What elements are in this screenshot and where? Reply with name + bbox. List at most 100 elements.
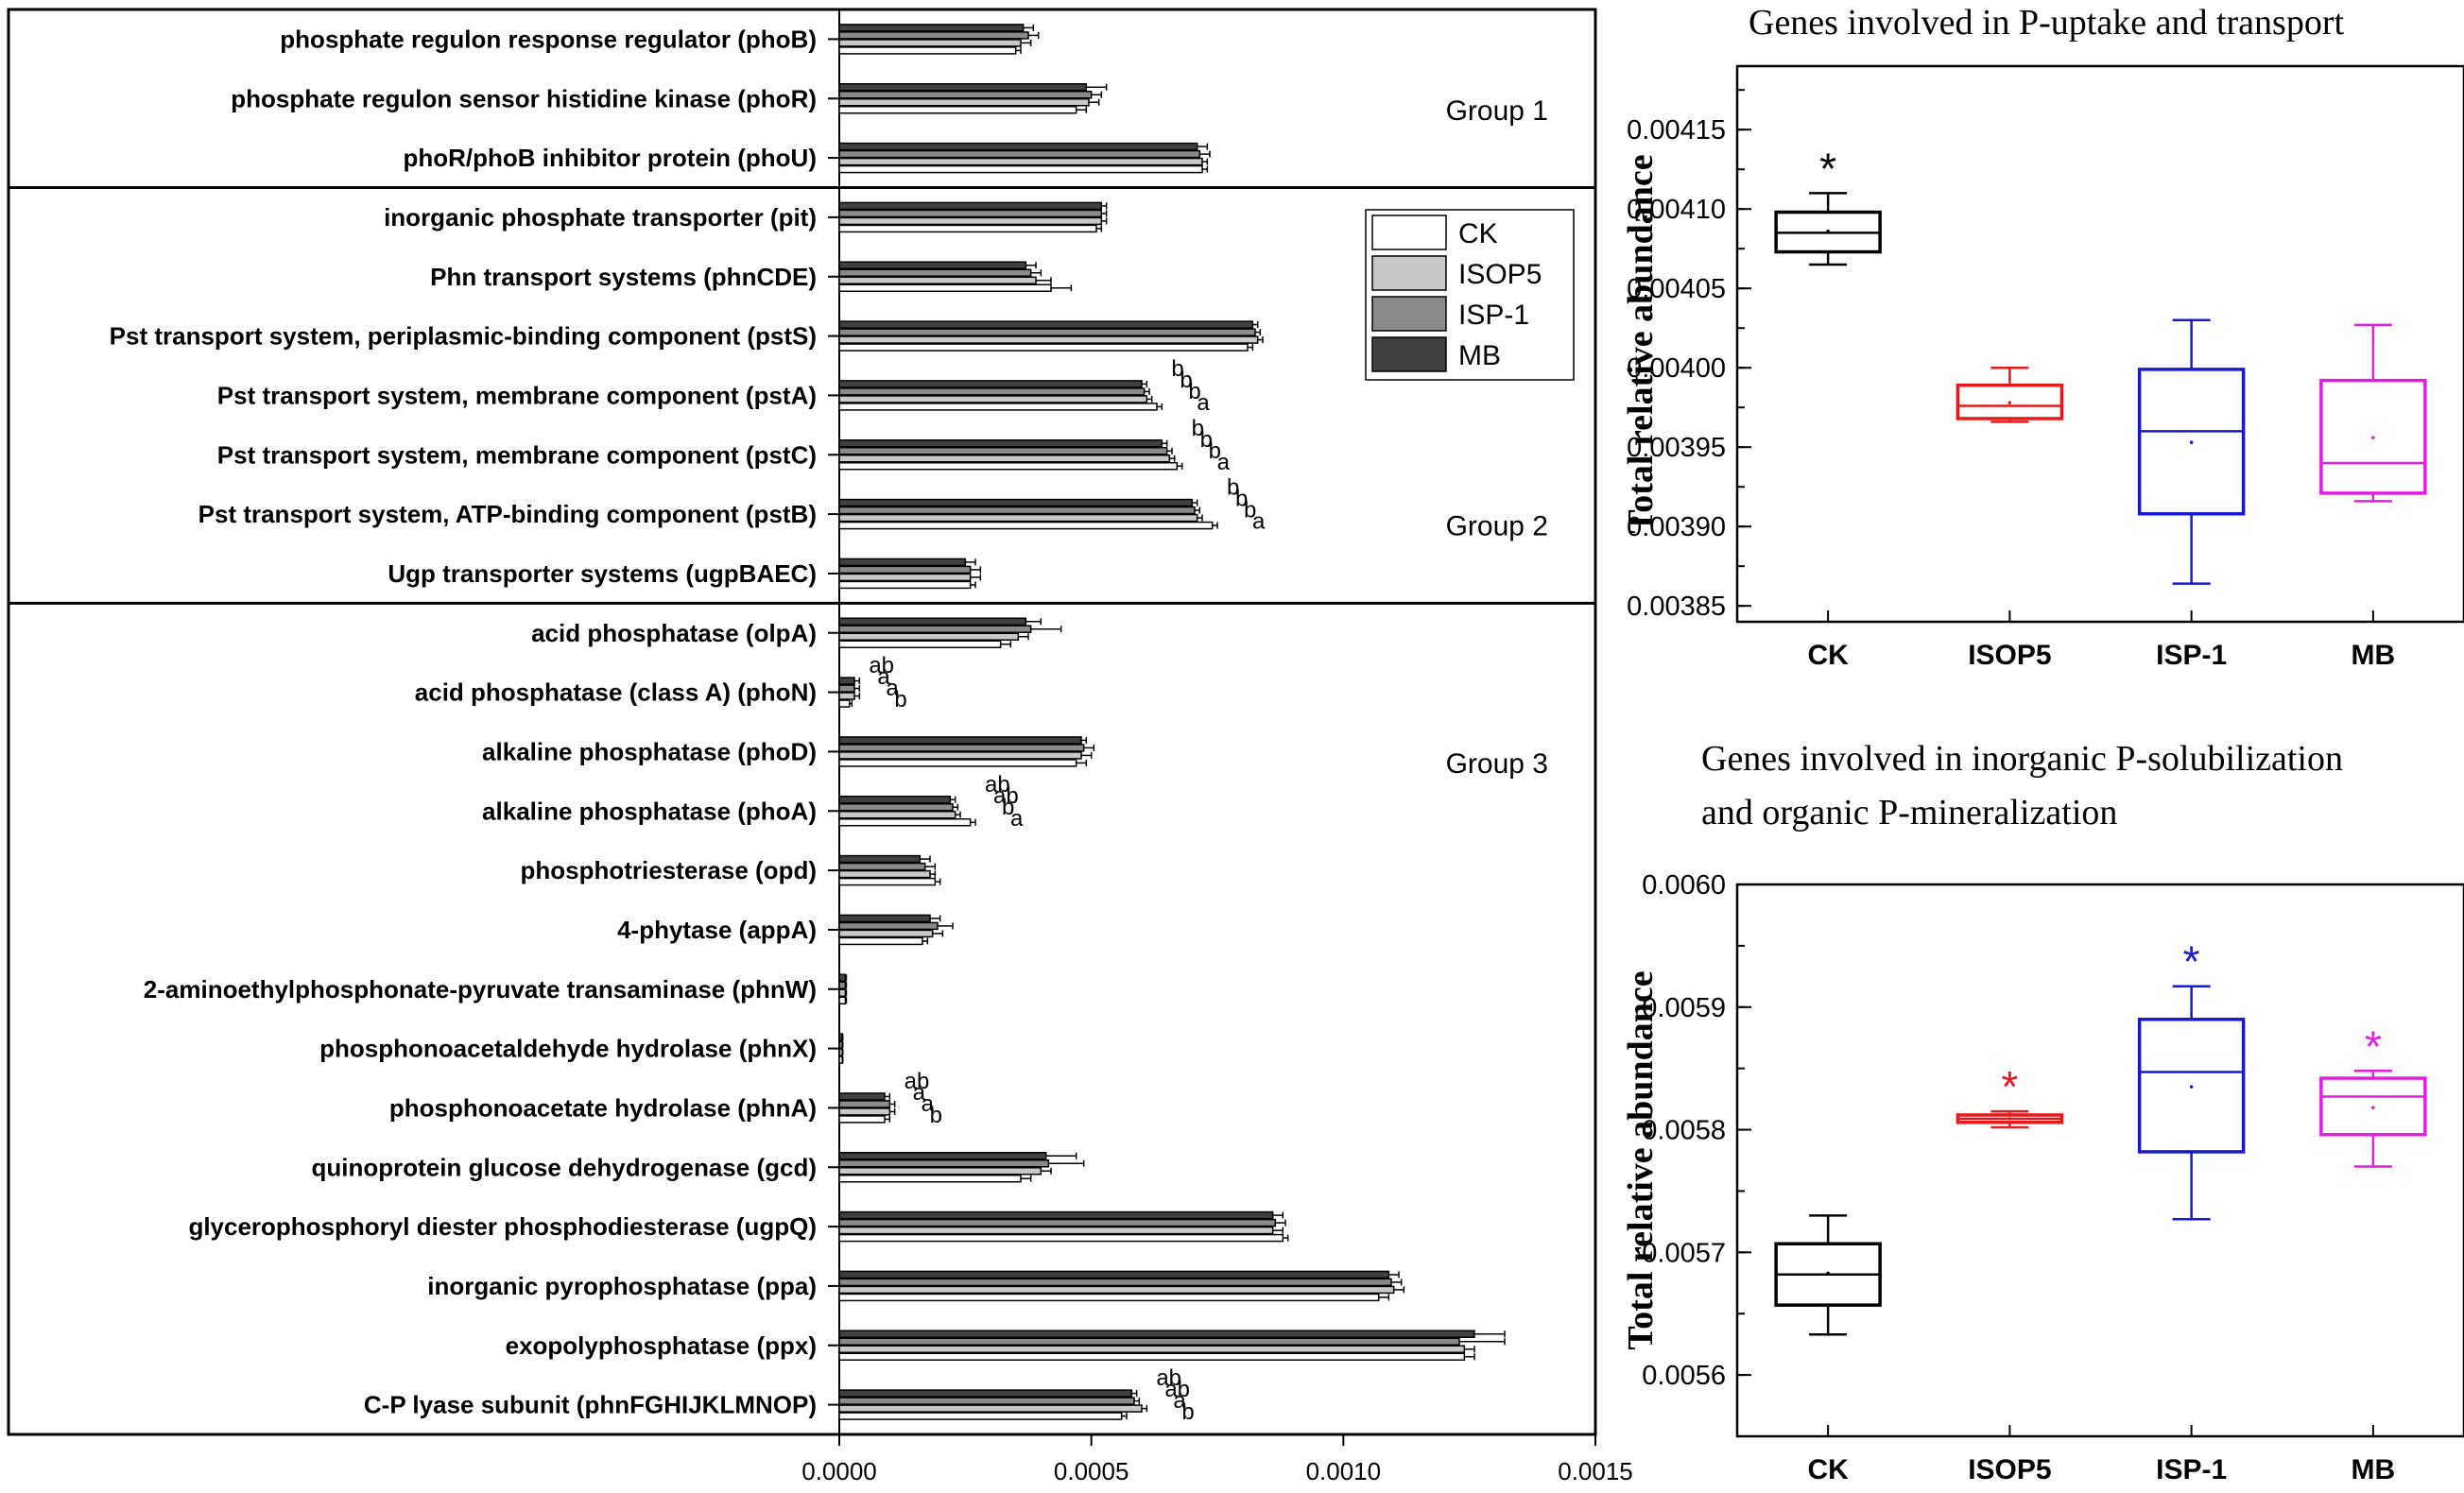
significance-letter: b [1180, 368, 1192, 393]
y-tick-label: 0.0058 [1642, 1116, 1726, 1146]
bar-MB [838, 558, 967, 567]
y-tick-label: 0.00400 [1627, 353, 1726, 384]
y-tick-label: 0.0056 [1642, 1361, 1726, 1391]
bar-CK [838, 1175, 1022, 1183]
significance-letter: a [877, 664, 890, 690]
x-tick-label: ISOP5 [1968, 1454, 2051, 1485]
chart-title: and organic P-mineralization [1701, 793, 2117, 832]
x-tick-label: ISP-1 [2156, 1454, 2227, 1485]
y-tick-label: 0.00410 [1627, 195, 1726, 225]
y-tick-label: 0.00390 [1627, 512, 1726, 542]
significance-letter: b [1200, 427, 1213, 453]
bar-CK [838, 1115, 886, 1124]
category-label: inorganic phosphate transporter (pit) [384, 203, 817, 232]
category-label: alkaline phosphatase (phoA) [482, 797, 817, 825]
box-plot-p-solubilization: Genes involved in inorganic P-solubiliza… [1621, 739, 2464, 1485]
bar-MB [838, 796, 952, 804]
bar-ISOP5 [838, 1345, 1466, 1353]
bar-ISP-1 [838, 506, 1196, 515]
bar-ISP-1 [838, 1278, 1392, 1287]
significance-letter: a [922, 1091, 935, 1117]
category-label: Ugp transporter systems (ugpBAEC) [388, 559, 817, 588]
significance-letter: ab [1164, 1377, 1190, 1402]
bar-MB [838, 142, 1198, 151]
category-label: phosphate regulon response regulator (ph… [280, 25, 817, 53]
bar-ISOP5 [838, 632, 1020, 641]
category-label: phosphotriesterase (opd) [521, 856, 817, 884]
bar-MB [838, 1270, 1390, 1279]
bar-CK [838, 106, 1077, 114]
legend-label: CK [1458, 218, 1498, 249]
bar-ISOP5 [838, 573, 972, 582]
bar-CK [838, 1293, 1380, 1302]
significance-letter: ab [869, 653, 894, 678]
bar-CK [838, 996, 847, 1004]
bar-ISP-1 [838, 1159, 1050, 1168]
plot-frame [1735, 883, 2464, 1438]
bar-MB [838, 498, 1194, 507]
bar-ISP-1 [838, 209, 1103, 218]
category-label: Phn transport systems (phnCDE) [430, 263, 817, 291]
category-label: glycerophosphoryl diester phosphodiester… [188, 1212, 817, 1241]
bar-ISP-1 [838, 803, 954, 812]
bar-ISP-1 [838, 328, 1256, 336]
significance-letter: b [1002, 795, 1014, 820]
y-tick-label: 0.0057 [1642, 1238, 1726, 1268]
significance-letter: b [894, 687, 906, 712]
significance-letter: b [1227, 475, 1239, 501]
bar-MB [838, 320, 1254, 329]
legend-swatch-CK [1371, 215, 1447, 250]
bar-MB [838, 973, 847, 982]
bar-MB [838, 1210, 1274, 1220]
y-tick-label: 0.0060 [1642, 870, 1726, 901]
x-tick-label: CK [1807, 1454, 1849, 1485]
legend-swatch-ISP-1 [1371, 296, 1447, 332]
bar-MB [838, 261, 1027, 269]
significance-letter: b [1235, 487, 1248, 512]
bar-CK [838, 818, 972, 827]
category-label: 4-phytase (appA) [617, 916, 817, 944]
bar-CK [838, 164, 1203, 174]
category-label: C-P lyase subunit (phnFGHIJKLMNOP) [364, 1391, 817, 1419]
bar-ISOP5 [838, 1226, 1274, 1235]
y-tick-label: 0.0059 [1642, 993, 1726, 1023]
bar-CK [838, 877, 937, 886]
bar-ISOP5 [838, 692, 855, 700]
bar-ISOP5 [838, 335, 1259, 344]
bar-ISP-1 [838, 91, 1093, 99]
bar-CK [838, 640, 1002, 648]
significance-letter: b [1188, 379, 1200, 404]
bar-MB [838, 1330, 1475, 1338]
x-tick-label: 0.0000 [801, 1457, 877, 1485]
bar-ISOP5 [838, 1404, 1143, 1413]
bar-MB [838, 617, 1027, 626]
bar-ISP-1 [838, 981, 847, 989]
box-plot-p-uptake: Genes involved in P-uptake and transport… [1621, 3, 2464, 671]
significance-letter: b [1209, 438, 1221, 464]
plot-frame [7, 8, 1597, 1436]
bar-CK [838, 403, 1158, 411]
significance-letter: ab [985, 772, 1010, 798]
bar-chart-panel: phosphate regulon response regulator (ph… [7, 8, 1633, 1485]
bar-CK [838, 699, 851, 708]
bar-MB [838, 854, 922, 864]
category-label: phosphonoacetaldehyde hydrolase (phnX) [319, 1035, 817, 1063]
chart-title: Genes involved in inorganic P-solubiliza… [1701, 739, 2343, 779]
bar-ISOP5 [838, 513, 1198, 523]
category-label: phosphonoacetate hydrolase (phnA) [389, 1093, 817, 1122]
mean-point [2371, 436, 2375, 439]
x-tick-label: 0.0005 [1054, 1457, 1129, 1485]
bar-MB [838, 914, 931, 923]
bar-MB [838, 24, 1025, 32]
bar-CK [838, 936, 923, 946]
bar-ISOP5 [838, 1048, 843, 1056]
category-label: Pst transport system, membrane component… [217, 440, 817, 469]
category-label: inorganic pyrophosphatase (ppa) [427, 1272, 817, 1300]
bar-CK [838, 343, 1249, 352]
bar-ISP-1 [838, 387, 1146, 396]
plot-frame [1735, 64, 2464, 624]
significance-star: * [2183, 937, 2200, 987]
bar-CK [838, 1055, 843, 1064]
mean-point [1826, 1271, 1830, 1276]
